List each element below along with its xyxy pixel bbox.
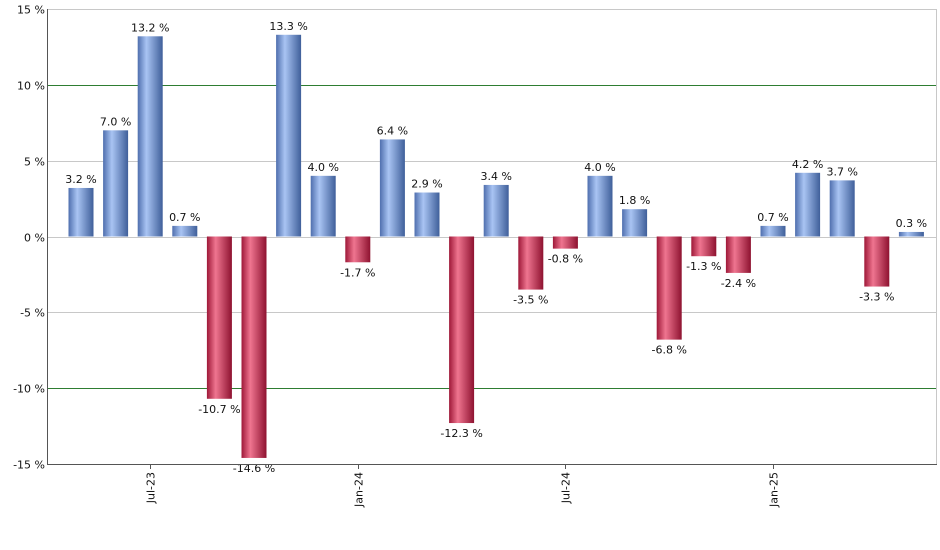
bar	[310, 175, 336, 237]
bar	[898, 231, 924, 237]
y-tick-label: 15 %	[17, 4, 45, 17]
y-tick-label: 5 %	[24, 156, 45, 169]
data-label: 1.8 %	[619, 194, 650, 207]
bar	[379, 139, 405, 237]
axes-layer: 15 % 10 % 5 % 0 % -5 % -10 % -15 % Jul-23 Jan-24…	[13, 4, 937, 508]
grid-layer	[47, 9, 937, 465]
data-label: -1.3 %	[686, 260, 721, 273]
data-label: -6.8 %	[651, 344, 686, 357]
bar	[276, 34, 302, 237]
bar	[656, 236, 682, 340]
data-label: 4.0 %	[307, 161, 338, 174]
data-labels-layer: 3.2 % 7.0 % 13.2 % 0.7 % -10.7 % -14.6 % 13.3 …	[65, 20, 927, 475]
data-label: -12.3 %	[440, 427, 482, 440]
bar	[172, 225, 198, 237]
y-tick-label: -10 %	[13, 383, 45, 396]
bar	[206, 236, 232, 399]
data-label: 2.9 %	[411, 178, 442, 191]
bar	[518, 236, 544, 290]
y-tick-label: -5 %	[20, 307, 45, 320]
data-label: 13.3 %	[269, 20, 307, 33]
data-label: 3.2 %	[65, 173, 96, 186]
bar	[760, 225, 786, 237]
data-label: 3.7 %	[826, 165, 857, 178]
data-label: 6.4 %	[377, 124, 408, 137]
bar	[725, 236, 751, 273]
data-label: 3.4 %	[480, 170, 511, 183]
x-tick-label: Jan-24	[353, 472, 366, 508]
data-label: 4.0 %	[584, 161, 615, 174]
x-tick-label: Jul-24	[560, 472, 573, 504]
data-label: -14.6 %	[233, 462, 275, 475]
data-label: 0.7 %	[169, 211, 200, 224]
bar	[345, 236, 371, 263]
bar	[137, 36, 163, 237]
bar	[103, 130, 129, 237]
bar	[795, 172, 821, 237]
data-label: 13.2 %	[131, 21, 169, 34]
bars-layer	[68, 34, 924, 458]
bar	[68, 187, 94, 237]
bar	[483, 184, 509, 237]
data-label: 0.3 %	[896, 217, 927, 230]
bar	[449, 236, 475, 424]
y-tick-label: 0 %	[24, 232, 45, 245]
y-tick-label: 10 %	[17, 80, 45, 93]
data-label: -10.7 %	[198, 403, 240, 416]
data-label: -1.7 %	[340, 266, 375, 279]
bar	[587, 175, 613, 237]
data-label: -2.4 %	[721, 277, 756, 290]
data-label: -3.3 %	[859, 291, 894, 304]
data-label: -0.8 %	[548, 253, 583, 266]
bar	[691, 236, 717, 257]
data-label: -3.5 %	[513, 294, 548, 307]
bar	[241, 236, 267, 458]
y-tick-label: -15 %	[13, 459, 45, 472]
bar	[622, 209, 648, 237]
data-label: 7.0 %	[100, 115, 131, 128]
bar	[864, 236, 890, 287]
bar	[829, 180, 855, 237]
bar	[414, 192, 440, 237]
data-label: 0.7 %	[757, 211, 788, 224]
x-tick-label: Jul-23	[145, 472, 158, 504]
x-tick-label: Jan-25	[768, 472, 781, 508]
data-label: 4.2 %	[792, 158, 823, 171]
bar	[552, 236, 578, 249]
